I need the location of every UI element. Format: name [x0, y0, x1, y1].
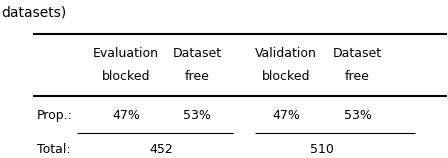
- Text: Prop.:: Prop.:: [37, 109, 73, 122]
- Text: 53%: 53%: [344, 109, 371, 122]
- Text: free: free: [185, 70, 210, 83]
- Text: datasets): datasets): [1, 6, 67, 20]
- Text: Total:: Total:: [37, 143, 71, 156]
- Text: Dataset: Dataset: [173, 47, 222, 60]
- Text: 47%: 47%: [272, 109, 300, 122]
- Text: free: free: [345, 70, 370, 83]
- Text: 53%: 53%: [183, 109, 211, 122]
- Text: Validation: Validation: [255, 47, 317, 60]
- Text: blocked: blocked: [102, 70, 150, 83]
- Text: 47%: 47%: [112, 109, 140, 122]
- Text: 452: 452: [150, 143, 173, 156]
- Text: Evaluation: Evaluation: [93, 47, 159, 60]
- Text: Dataset: Dataset: [333, 47, 382, 60]
- Text: 510: 510: [310, 143, 334, 156]
- Text: blocked: blocked: [262, 70, 310, 83]
